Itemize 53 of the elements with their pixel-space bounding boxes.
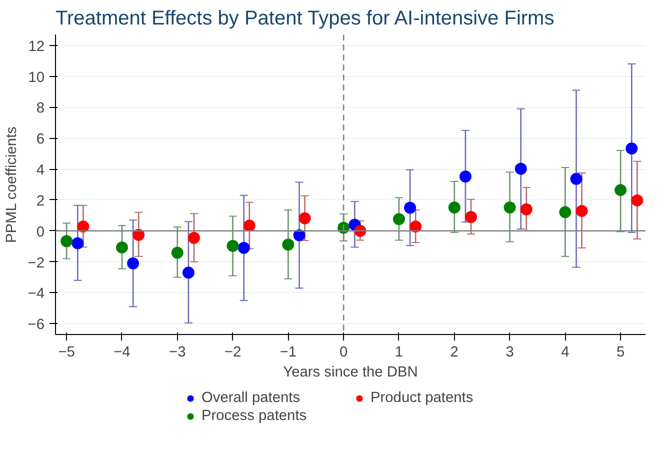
y-tick-label: 10 xyxy=(28,70,45,86)
y-tick-label: −4 xyxy=(28,286,45,302)
x-tick-label: −1 xyxy=(280,344,297,360)
point xyxy=(226,240,239,252)
legend-label: Overall patents xyxy=(202,389,302,407)
y-axis-title: PPML coefficients xyxy=(4,126,20,244)
point xyxy=(182,266,194,279)
point xyxy=(459,170,472,182)
point xyxy=(520,203,532,216)
x-tick-label: −4 xyxy=(114,344,130,360)
point xyxy=(238,242,250,254)
point xyxy=(464,210,477,223)
x-tick-label: 5 xyxy=(616,344,625,360)
point xyxy=(614,184,627,196)
point xyxy=(72,237,84,250)
x-tick-label: −3 xyxy=(169,344,186,360)
y-tick-label: 4 xyxy=(36,162,45,179)
point xyxy=(127,257,140,270)
point xyxy=(188,232,200,244)
y-tick-label: 6 xyxy=(36,132,45,148)
y-tick-label: 12 xyxy=(28,38,45,55)
x-tick-label: −2 xyxy=(224,344,242,360)
y-tick-label: −2 xyxy=(28,255,45,272)
point xyxy=(116,241,128,254)
y-tick-label: −6 xyxy=(28,317,45,334)
point xyxy=(559,206,572,218)
point xyxy=(504,202,516,214)
legend-label: Product patents xyxy=(370,389,474,407)
point xyxy=(392,213,405,226)
y-tick-label: 0 xyxy=(36,224,45,240)
x-tick-label: 1 xyxy=(394,344,404,360)
x-tick-label: 0 xyxy=(340,344,348,360)
point xyxy=(626,142,638,154)
point xyxy=(282,238,294,251)
y-tick-label: 8 xyxy=(36,100,45,117)
x-tick-label: 3 xyxy=(506,344,514,360)
point xyxy=(514,162,527,175)
point xyxy=(171,246,184,259)
point xyxy=(576,204,588,217)
point xyxy=(60,235,73,248)
x-tick-label: 2 xyxy=(450,344,458,360)
point xyxy=(404,202,416,214)
point xyxy=(631,194,644,206)
point xyxy=(448,202,460,214)
y-tick-label: 2 xyxy=(36,193,45,210)
legend-label: Process patents xyxy=(202,407,308,425)
point xyxy=(243,220,256,232)
chart-title: Treatment Effects by Patent Types for AI-intensive Firms xyxy=(56,8,554,30)
x-tick-label: −5 xyxy=(58,344,75,360)
point xyxy=(570,172,582,185)
x-tick-label: 4 xyxy=(561,344,570,360)
point xyxy=(298,212,311,224)
x-axis-title: Years since the DBN xyxy=(283,364,418,380)
